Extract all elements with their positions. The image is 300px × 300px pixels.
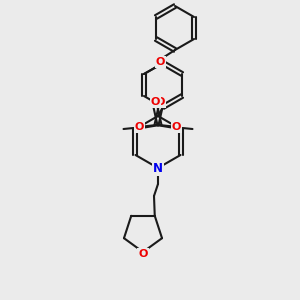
Text: O: O [135, 122, 144, 132]
Text: N: N [153, 161, 163, 175]
Text: O: O [172, 122, 181, 132]
Text: O: O [156, 97, 165, 107]
Text: O: O [138, 249, 148, 259]
Text: O: O [156, 57, 165, 67]
Text: O: O [151, 97, 160, 107]
